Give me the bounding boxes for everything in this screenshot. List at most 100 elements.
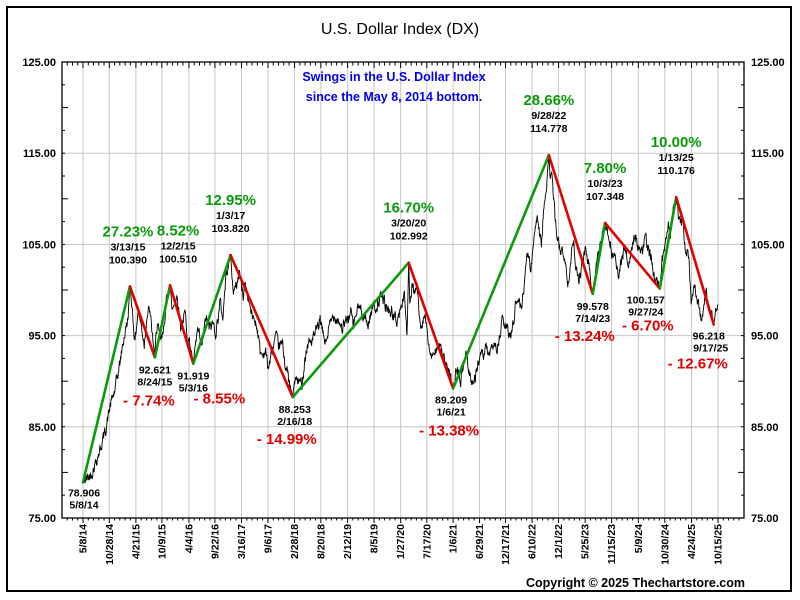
svg-text:4/24/25: 4/24/25	[686, 524, 698, 559]
svg-text:2/28/18: 2/28/18	[289, 524, 301, 559]
svg-text:75.00: 75.00	[751, 513, 779, 525]
swing-date-label: 8/24/15	[137, 376, 172, 388]
swing-value-label: 107.348	[586, 191, 624, 203]
swing-line-up	[153, 284, 172, 359]
svg-text:10/15/25: 10/15/25	[713, 524, 725, 565]
svg-text:5/9/24: 5/9/24	[633, 524, 645, 553]
swing-pct-label: - 8.55%	[193, 391, 245, 408]
y-axis-labels-left: 125.00 115.00 105.00 95.00 85.00 75.00	[22, 57, 56, 525]
swing-pct-label: - 14.99%	[257, 431, 317, 448]
svg-text:2/12/19: 2/12/19	[342, 524, 354, 559]
x-axis-labels: 5/8/14 10/28/14 4/21/15 10/9/15 4/4/16 9/22/1…	[78, 524, 725, 565]
swing-date-label: 9/28/22	[531, 110, 566, 122]
svg-text:1/6/21: 1/6/21	[448, 524, 460, 553]
copyright-text: Copyright © 2025 Thechartstore.com	[526, 576, 745, 590]
swing-line-down	[128, 285, 157, 359]
price-line	[82, 155, 719, 484]
svg-text:115.00: 115.00	[751, 148, 784, 160]
swing-pct-label: - 12.67%	[668, 355, 728, 372]
swings-annotation: Swings in the U.S. Dollar Index since th…	[288, 67, 500, 107]
swing-line-down	[168, 284, 195, 365]
svg-text:3/16/17: 3/16/17	[236, 524, 248, 559]
svg-text:1/27/20: 1/27/20	[395, 524, 407, 559]
svg-text:85.00: 85.00	[751, 422, 779, 434]
swing-line-down	[229, 253, 295, 399]
swing-date-label: 9/17/25	[693, 342, 728, 354]
svg-text:95.00: 95.00	[28, 331, 56, 343]
swing-line-down	[547, 153, 595, 296]
swing-value-label: 88.253	[279, 404, 311, 416]
swing-pct-label: 7.80%	[584, 160, 627, 177]
swing-lines	[81, 153, 716, 484]
svg-text:5/25/23: 5/25/23	[580, 524, 592, 559]
swing-date-label: 9/27/24	[628, 307, 663, 319]
svg-text:8/20/18: 8/20/18	[315, 524, 327, 559]
swing-pct-label: 10.00%	[651, 134, 702, 151]
swing-line-down	[674, 195, 716, 326]
svg-text:9/6/17: 9/6/17	[262, 524, 274, 553]
svg-text:10/28/14: 10/28/14	[104, 524, 116, 565]
svg-text:11/15/23: 11/15/23	[606, 524, 618, 564]
svg-text:10/30/24: 10/30/24	[659, 524, 671, 565]
swing-date-label: 3/13/15	[110, 241, 145, 253]
svg-text:125.00: 125.00	[751, 57, 785, 69]
swing-value-label: 114.778	[530, 123, 568, 135]
swing-value-label: 110.176	[658, 165, 696, 177]
swing-date-label: 7/14/23	[575, 313, 610, 325]
swing-date-label: 3/20/20	[391, 218, 426, 230]
swing-value-label: 100.157	[627, 295, 665, 307]
svg-text:9/22/16: 9/22/16	[209, 524, 221, 559]
swing-line-up	[291, 261, 411, 399]
swing-pct-label: 8.52%	[157, 222, 200, 239]
swing-line-down	[407, 261, 455, 390]
svg-text:4/21/15: 4/21/15	[130, 524, 142, 559]
swing-date-label: 1/3/17	[216, 210, 245, 222]
swing-value-label: 89.209	[435, 394, 467, 406]
swing-date-label: 10/3/23	[588, 178, 623, 190]
annotation-line-1: Swings in the U.S. Dollar Index	[302, 70, 486, 84]
swing-date-label: 1/6/21	[436, 406, 465, 418]
axis-ticks	[62, 62, 744, 523]
swing-line-up	[451, 153, 551, 390]
swing-date-label: 5/3/16	[179, 383, 208, 395]
svg-text:6/29/21: 6/29/21	[474, 524, 486, 559]
swing-line-up	[192, 253, 232, 365]
svg-text:105.00: 105.00	[751, 239, 785, 251]
y-axis-labels-right: 125.00 115.00 105.00 95.00 85.00 75.00	[751, 57, 785, 525]
swing-value-label: 96.218	[693, 330, 725, 342]
chart-title: U.S. Dollar Index (DX)	[320, 21, 480, 38]
annotation-line-2: since the May 8, 2014 bottom.	[305, 90, 483, 104]
swing-value-label: 100.510	[159, 253, 197, 265]
swing-date-label: 1/13/25	[659, 152, 694, 164]
swing-pct-label: - 13.38%	[419, 422, 479, 439]
swing-value-label: 92.621	[139, 364, 171, 376]
svg-text:12/17/21: 12/17/21	[500, 524, 512, 565]
swing-value-label: 103.820	[212, 223, 250, 235]
swing-line-up	[591, 221, 607, 296]
svg-text:6/10/22: 6/10/22	[527, 524, 539, 559]
svg-text:85.00: 85.00	[28, 422, 56, 434]
svg-text:75.00: 75.00	[28, 513, 56, 525]
swing-pct-label: 27.23%	[103, 223, 154, 240]
swing-value-label: 99.578	[577, 301, 609, 313]
swing-value-label: 78.906	[68, 487, 100, 499]
svg-text:12/1/22: 12/1/22	[553, 524, 565, 559]
swing-value-label: 102.992	[390, 231, 428, 243]
svg-text:8/5/19: 8/5/19	[369, 524, 381, 553]
swing-pct-label: - 7.74%	[123, 392, 175, 409]
svg-text:7/17/20: 7/17/20	[421, 524, 433, 559]
swing-line-up	[81, 285, 132, 484]
swing-pct-label: - 13.24%	[555, 328, 615, 345]
svg-text:10/9/15: 10/9/15	[156, 524, 168, 559]
swing-date-label: 5/8/14	[69, 499, 98, 511]
plot-box	[61, 61, 745, 519]
swing-line-down	[603, 221, 662, 290]
swing-value-label: 100.390	[109, 254, 147, 266]
svg-text:125.00: 125.00	[22, 57, 56, 69]
swing-pct-label: 28.66%	[523, 92, 574, 109]
swing-value-label: 91.919	[177, 371, 209, 383]
swing-pct-label: 16.70%	[383, 200, 434, 217]
